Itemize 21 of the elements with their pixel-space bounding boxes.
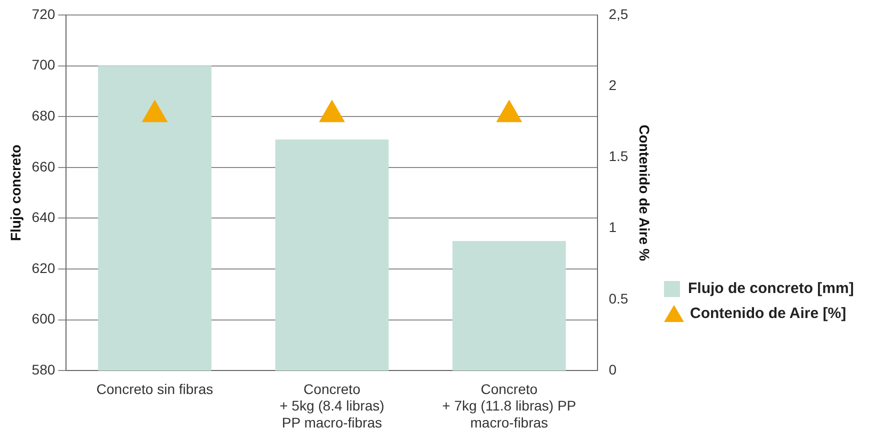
y-tick-label: 620 [32,260,56,276]
y2-tick-label: 0.5 [608,290,628,306]
y-tick-label: 580 [32,361,56,378]
legend-label: Flujo de concreto [mm] [688,280,854,297]
x-tick-label: Concreto + 5kg (8.4 libras) PP macro-fibras [280,380,384,430]
x-tick-label: Concreto + 7kg (11.8 libras) PP macro-fibras [442,380,576,430]
y-tick-label: 700 [32,56,56,73]
y-axis-title: Flujo concreto [7,144,24,242]
y2-tick-label: 2,5 [608,6,628,22]
y-tick-label: 680 [32,107,56,124]
y-tick-label: 600 [32,310,56,327]
y2-tick-label: 2 [608,76,617,93]
y-tick-label: 720 [32,6,56,22]
legend-label: Contenido de Aire [%] [690,305,846,322]
y-tick-label: 660 [32,158,56,174]
y2-tick-label: 1.5 [608,148,628,164]
y-tick-label: 640 [32,209,56,226]
y2-tick-label: 1 [608,219,617,236]
y2-axis-title: Contenido de Aire % [636,124,653,262]
x-tick-label: Concreto sin fibras [96,380,214,397]
y2-tick-label: 0 [608,361,617,378]
